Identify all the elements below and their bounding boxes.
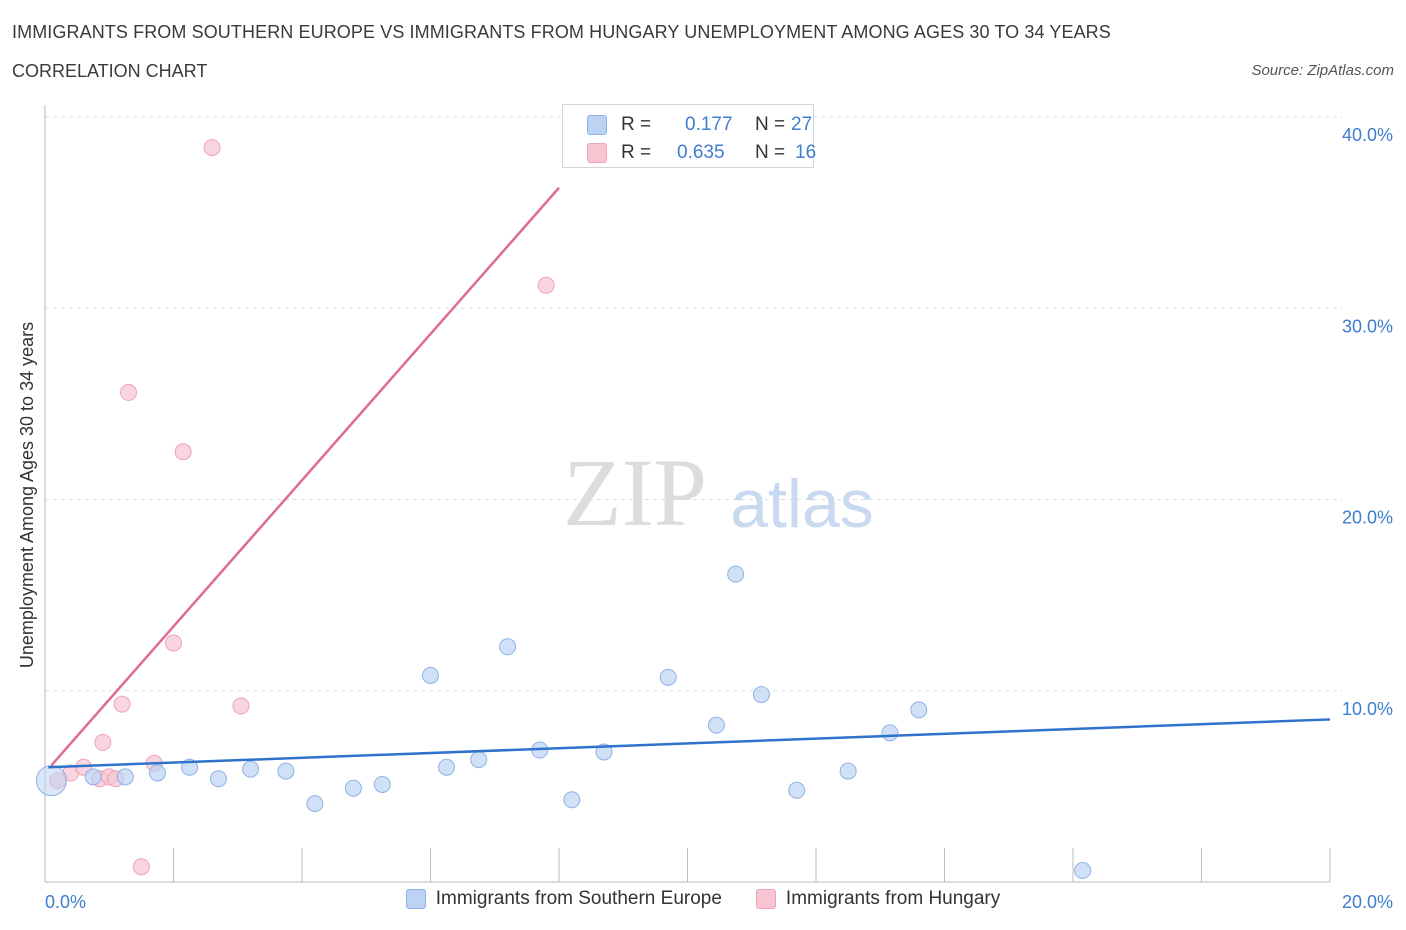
legend-item-hungary: Immigrants from Hungary [755,888,1001,910]
trend-line-hungary [50,186,560,767]
correlation-stats-box: R = 0.177 N = 27 R = 0.635 N = 16 [562,104,817,168]
r-label: R = [621,114,652,135]
southern-europe-point-20 [727,565,745,583]
hungary-point-13 [232,697,250,715]
hungary-point-12 [203,139,221,157]
legend-swatch-pink [755,889,776,909]
blue-swatch [587,115,607,135]
southern-europe-point-3 [148,764,166,782]
southern-europe-point-22 [788,781,806,799]
southern-europe-point-19 [707,716,725,734]
chart-title: IMMIGRANTS FROM SOUTHERN EUROPE VS IMMIG… [12,22,1111,42]
chart-legend: Immigrants from Southern Europe Immigran… [0,888,1406,910]
y-tick-label-0: 10.0% [1342,699,1393,719]
chart-subtitle: CORRELATION CHART [12,61,208,81]
watermark-atlas: atlas [730,466,874,542]
y-tick-labels: 10.0% 20.0% 30.0% 40.0% [1342,125,1393,719]
hungary-point-10 [165,634,182,652]
southern-europe-point-8 [306,795,324,813]
pink-swatch [587,143,607,163]
southern-europe-point-18 [659,668,677,686]
legend-label-hungary: Immigrants from Hungary [785,888,1001,909]
watermark-zip: ZIP [563,439,707,546]
legend-label-southern-europe: Immigrants from Southern Europe [435,888,722,909]
n-value-pink: 16 [795,142,817,163]
southern-europe-points [35,565,1092,880]
hungary-point-11 [174,443,192,461]
hungary-point-4 [94,733,112,751]
x-tick-label-1: 20.0% [1342,892,1393,912]
southern-europe-point-13 [470,751,488,769]
southern-europe-point-10 [373,775,391,793]
n-value-blue: 27 [791,114,813,135]
legend-item-southern-europe: Immigrants from Southern Europe [405,888,722,910]
southern-europe-point-24 [881,724,899,742]
n-label: N = [755,142,786,163]
y-tick-label-3: 40.0% [1342,125,1393,145]
source-note: Source: ZipAtlas.com [1251,62,1394,79]
trend-lines [48,186,1331,769]
southern-europe-point-11 [422,666,439,684]
r-value-pink: 0.635 [677,142,725,163]
hungary-point-14 [537,276,555,294]
southern-europe-point-0 [35,765,67,797]
southern-europe-point-5 [209,770,227,788]
southern-europe-point-14 [499,638,517,656]
hungary-point-8 [132,858,150,876]
southern-europe-point-21 [752,686,770,704]
southern-europe-point-9 [344,779,362,797]
y-tick-label-2: 30.0% [1342,316,1393,336]
hungary-point-6 [113,695,131,713]
southern-europe-point-17 [595,743,613,761]
southern-europe-point-6 [242,760,260,778]
southern-europe-point-25 [910,701,928,719]
southern-europe-point-12 [438,758,456,776]
southern-europe-point-1 [84,768,102,786]
axes [44,105,1331,883]
southern-europe-point-7 [277,762,295,780]
grid-lines [45,116,1342,692]
legend-swatch-blue [405,889,426,909]
hungary-point-7 [120,383,138,401]
trend-line-southern-europe [48,718,1331,769]
r-label: R = [621,142,652,163]
southern-europe-point-23 [839,762,857,780]
southern-europe-point-2 [116,768,134,786]
southern-europe-point-16 [563,791,581,809]
x-tick-label-0: 0.0% [45,892,86,912]
n-label: N = [755,114,786,135]
southern-europe-point-26 [1074,862,1092,880]
y-axis-label: Unemployment Among Ages 30 to 34 years [17,322,37,668]
r-value-blue: 0.177 [685,114,733,135]
y-tick-label-1: 20.0% [1342,508,1393,528]
